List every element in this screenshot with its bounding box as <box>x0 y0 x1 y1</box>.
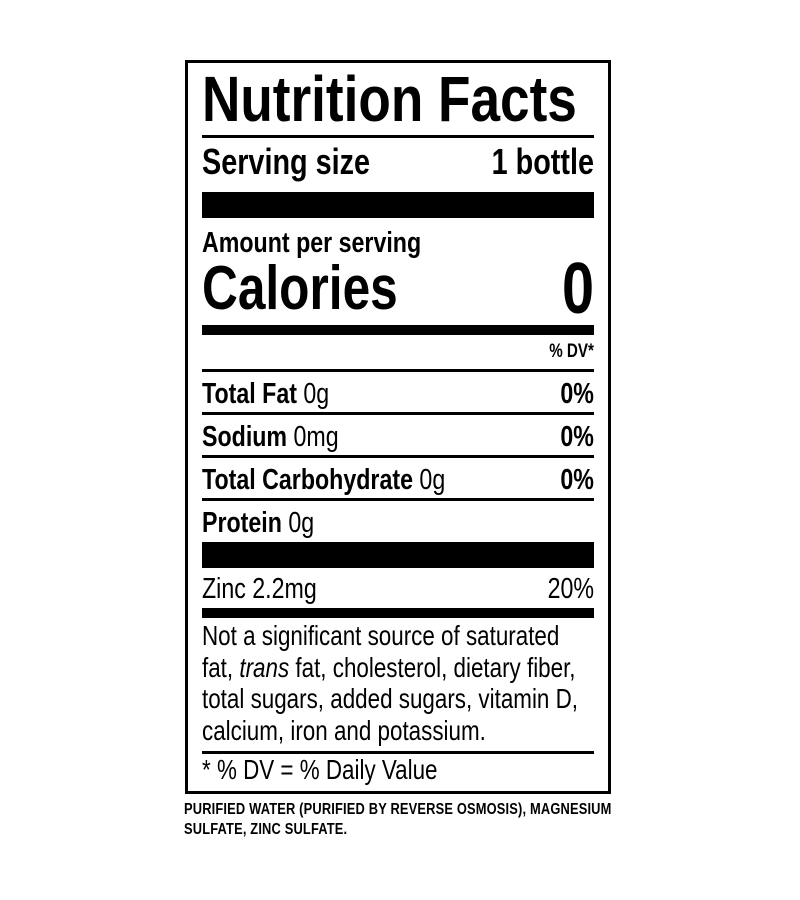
nutrient-dv: 0% <box>560 378 594 410</box>
medium-divider <box>202 608 594 618</box>
medium-divider <box>202 325 594 335</box>
nutrient-name: Protein <box>202 507 282 539</box>
nutrient-row-total-carbohydrate: Total Carbohydrate 0g 0% <box>202 460 594 500</box>
nutrient-name: Sodium <box>202 421 288 453</box>
calories-value: 0 <box>561 249 594 329</box>
serving-size-row: Serving size 1 bottle <box>202 142 594 182</box>
divider <box>202 498 594 501</box>
serving-size-value: 1 bottle <box>491 141 594 182</box>
thick-divider <box>202 192 594 218</box>
divider <box>202 412 594 415</box>
nutrition-facts-panel <box>185 60 611 794</box>
nutrient-amount: 0g <box>288 507 315 539</box>
serving-size-label: Serving size <box>202 141 371 182</box>
dv-footnote: * % DV = % Daily Value <box>202 754 438 785</box>
calories-row: Calories 0 <box>202 249 594 329</box>
footnote-row: * % DV = % Daily Value <box>202 753 594 787</box>
nutrient-name: Total Carbohydrate <box>202 464 413 496</box>
zinc-row: Zinc 2.2mg 20% <box>202 569 594 609</box>
title: Nutrition Facts <box>202 63 577 135</box>
nutrient-amount: 0g <box>419 464 446 496</box>
amount-per-serving-row: Amount per serving <box>202 226 594 260</box>
divider <box>202 751 594 754</box>
nutrient-row-sodium: Sodium 0mg 0% <box>202 417 594 457</box>
nutrient-amount: 0mg <box>293 421 339 453</box>
divider <box>202 369 594 372</box>
divider <box>202 135 594 138</box>
trans-italic: trans <box>239 651 290 683</box>
not-significant-note: Not a significant source of saturated fa… <box>202 620 579 746</box>
title-row: Nutrition Facts <box>202 63 594 135</box>
zinc-dv: 20% <box>547 573 594 605</box>
nutrient-name: Total Fat <box>202 378 297 410</box>
thick-divider <box>202 542 594 568</box>
nutrient-dv: 0% <box>560 464 594 496</box>
nutrient-dv: 0% <box>560 421 594 453</box>
zinc-amount: Zinc 2.2mg <box>202 573 317 605</box>
nutrient-row-protein: Protein 0g <box>202 503 594 543</box>
calories-label: Calories <box>202 254 398 323</box>
nutrient-amount: 0g <box>303 378 330 410</box>
dv-header: % DV* <box>549 341 594 362</box>
ingredients: PURIFIED WATER (PURIFIED BY REVERSE OSMO… <box>184 801 612 838</box>
divider <box>202 455 594 458</box>
amount-per-serving: Amount per serving <box>202 227 422 259</box>
dv-header-row: % DV* <box>202 340 594 364</box>
nutrient-row-total-fat: Total Fat 0g 0% <box>202 374 594 414</box>
